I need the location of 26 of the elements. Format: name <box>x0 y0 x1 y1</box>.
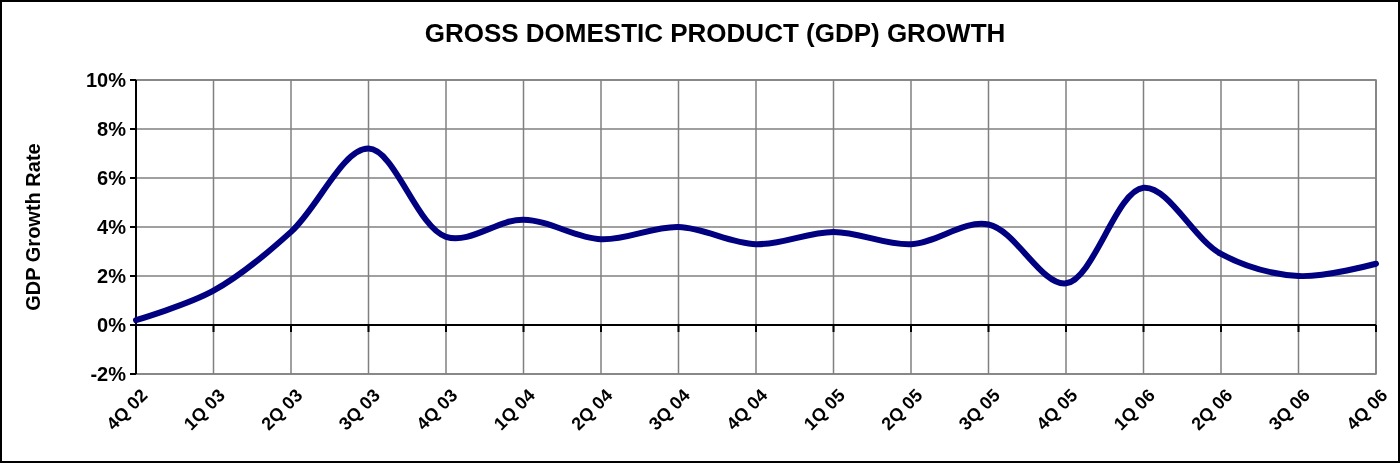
y-tick-label: 6% <box>97 167 127 189</box>
y-tick-label: 4% <box>97 216 127 238</box>
y-tick-label: 10% <box>85 69 127 91</box>
x-tick-label: 1Q 03 <box>179 385 229 434</box>
x-tick-label: 2Q 06 <box>1187 385 1237 434</box>
x-tick-label: 1Q 05 <box>799 385 849 434</box>
x-tick-label: 1Q 04 <box>489 385 539 434</box>
x-tick-label: 3Q 05 <box>954 385 1004 434</box>
y-axis-title: GDP Growth Rate <box>22 143 44 311</box>
x-tick-label: 3Q 06 <box>1264 385 1314 434</box>
x-tick-label: 2Q 04 <box>567 385 617 434</box>
chart-title: GROSS DOMESTIC PRODUCT (GDP) GROWTH <box>424 18 1006 48</box>
x-tick-label: 3Q 03 <box>334 385 384 434</box>
y-tick-label: 8% <box>97 118 127 140</box>
y-tick-label: -2% <box>90 363 127 385</box>
x-tick-label: 1Q 06 <box>1109 385 1159 434</box>
y-tick-label: 2% <box>97 265 127 287</box>
y-tick-label: 0% <box>97 314 127 336</box>
x-tick-label: 4Q 05 <box>1032 385 1082 434</box>
x-tick-label: 2Q 03 <box>257 385 307 434</box>
x-tick-label: 2Q 05 <box>877 385 927 434</box>
x-tick-label: 4Q 03 <box>412 385 462 434</box>
x-tick-label: 4Q 06 <box>1342 385 1392 434</box>
x-tick-label: 4Q 02 <box>102 385 152 434</box>
x-tick-label: 3Q 04 <box>644 385 694 434</box>
x-tick-label: 4Q 04 <box>722 385 772 434</box>
